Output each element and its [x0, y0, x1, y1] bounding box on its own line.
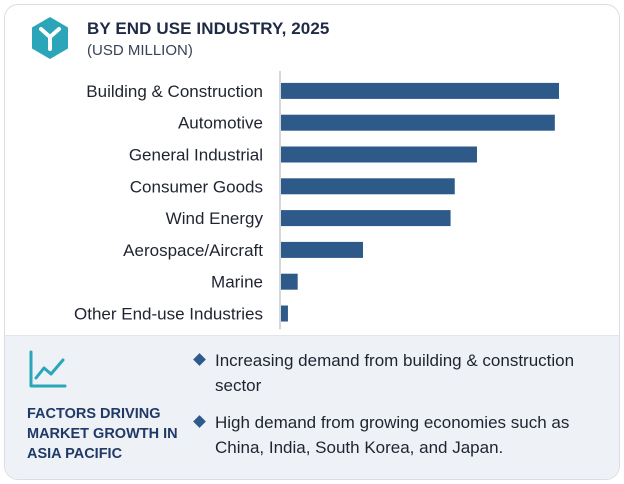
bar-chart: Building & Construction Automotive General…: [74, 71, 559, 330]
factor-item: Increasing demand from building & constr…: [193, 348, 613, 398]
bar: [281, 178, 455, 195]
chart-header: BY END USE INDUSTRY, 2025 (USD MILLION): [5, 5, 619, 71]
factor-text: Increasing demand from building & constr…: [215, 351, 575, 395]
category-label: Marine: [211, 273, 263, 292]
bar: [281, 273, 298, 290]
category-label: Automotive: [178, 114, 263, 133]
bar: [281, 305, 288, 322]
category-label: Consumer Goods: [130, 177, 263, 196]
chart-card: BY END USE INDUSTRY, 2025 (USD MILLION) …: [4, 4, 620, 480]
factors-list: Increasing demand from building & constr…: [193, 348, 613, 472]
diamond-icon: [193, 415, 206, 428]
trend-chart-icon: [29, 350, 67, 388]
factor-item: High demand from growing economies such …: [193, 410, 613, 460]
category-label: Wind Energy: [166, 209, 264, 228]
bar: [281, 241, 364, 258]
bar: [281, 114, 555, 131]
chart-subtitle: (USD MILLION): [87, 42, 193, 59]
chart-title: BY END USE INDUSTRY, 2025: [87, 19, 330, 38]
hexagon-cube-logo-icon: [32, 17, 68, 59]
bar: [281, 210, 451, 227]
diamond-icon: [193, 353, 206, 366]
factor-text: High demand from growing economies such …: [215, 413, 570, 457]
category-label: Other End-use Industries: [74, 305, 263, 324]
bar: [281, 146, 477, 163]
factors-panel: FACTORS DRIVING MARKET GROWTH IN ASIA PA…: [5, 335, 619, 479]
category-label: General Industrial: [129, 146, 263, 165]
factors-title: FACTORS DRIVING MARKET GROWTH IN ASIA PA…: [27, 406, 178, 462]
bar: [281, 82, 559, 99]
category-label: Aerospace/Aircraft: [123, 241, 263, 260]
category-label: Building & Construction: [86, 82, 263, 101]
